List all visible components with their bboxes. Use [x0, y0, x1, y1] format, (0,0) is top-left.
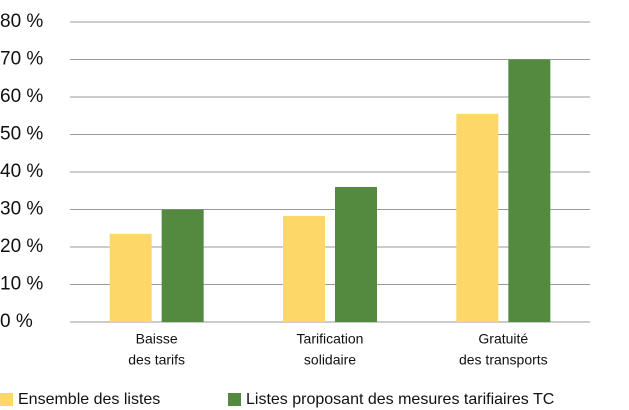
x-tick-label: Tarification	[297, 331, 364, 347]
x-tick-label: Gratuité	[478, 331, 528, 347]
y-tick-label: 10 %	[0, 274, 43, 295]
bar	[456, 113, 499, 322]
bar	[109, 233, 152, 322]
y-tick-label: 50 %	[0, 124, 43, 145]
legend-label: Listes proposant des mesures tarifiaires…	[246, 391, 554, 408]
legend-swatch	[228, 393, 241, 406]
y-tick-label: 60 %	[0, 86, 43, 107]
bar	[508, 59, 551, 322]
x-tick-label: solidaire	[304, 352, 356, 368]
bar	[283, 215, 325, 322]
x-tick-label: Baisse	[136, 331, 178, 347]
y-tick-label: 20 %	[0, 236, 43, 257]
bar	[161, 209, 204, 322]
x-tick-label: des transports	[459, 352, 548, 368]
x-tick-label: des tarifs	[128, 352, 185, 368]
legend-swatch	[0, 393, 13, 406]
y-tick-label: 80 %	[0, 11, 43, 32]
y-tick-label: 30 %	[0, 199, 43, 220]
y-tick-label: 40 %	[0, 161, 43, 182]
y-tick-label: 70 %	[0, 49, 43, 70]
legend-label: Ensemble des listes	[18, 391, 160, 408]
y-tick-label: 0 %	[0, 311, 33, 332]
bar	[335, 187, 377, 322]
